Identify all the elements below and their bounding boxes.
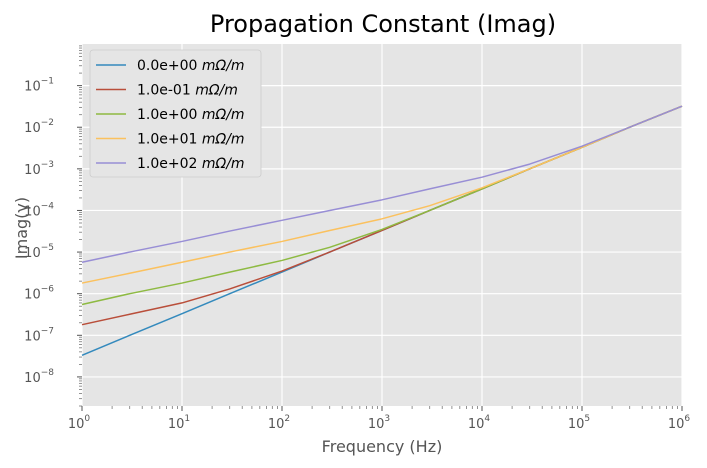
- x-tick-label: 105: [568, 414, 590, 432]
- y-tick-label: 10−7: [24, 326, 54, 344]
- legend-box: [89, 49, 262, 178]
- legend-label: 0.0e+00 mΩ/m: [137, 58, 245, 74]
- series-line-5: [81, 105, 683, 263]
- legend: 0.0e+00 mΩ/m 1.0e-01 mΩ/m 1.0e+00 mΩ/m 1.0e…: [89, 49, 262, 178]
- x-axis-ticks: 100 101 102 103 104 105 106: [68, 406, 691, 432]
- legend-label: 1.0e-01 mΩ/m: [137, 83, 238, 99]
- y-axis-ticks: 10−810−710−610−510−410−310−210−1: [24, 77, 82, 386]
- y-tick-label: 10−3: [24, 160, 54, 178]
- x-axis-label: Frequency (Hz): [322, 437, 443, 456]
- y-axis-label: Imag(γ): [12, 197, 31, 259]
- y-tick-label: 10−8: [24, 368, 54, 386]
- chart-title: Propagation Constant (Imag): [210, 10, 556, 38]
- series-line-4: [81, 105, 683, 284]
- x-tick-label: 102: [268, 414, 290, 432]
- legend-label: 1.0e+00 mΩ/m: [137, 107, 245, 123]
- x-tick-label: 104: [468, 414, 491, 432]
- x-tick-label: 106: [668, 414, 691, 432]
- y-tick-label: 10−2: [24, 118, 54, 136]
- grid: [81, 44, 683, 406]
- minor-ticks: [79, 45, 678, 409]
- x-tick-label: 100: [68, 414, 91, 432]
- x-tick-label: 103: [368, 414, 390, 432]
- legend-label: 1.0e+02 mΩ/m: [137, 156, 245, 172]
- y-tick-label: 10−6: [24, 285, 54, 303]
- y-tick-label: 10−1: [24, 77, 54, 95]
- legend-label: 1.0e+01 mΩ/m: [137, 132, 245, 148]
- series-lines: [81, 105, 683, 357]
- x-tick-label: 101: [168, 414, 190, 432]
